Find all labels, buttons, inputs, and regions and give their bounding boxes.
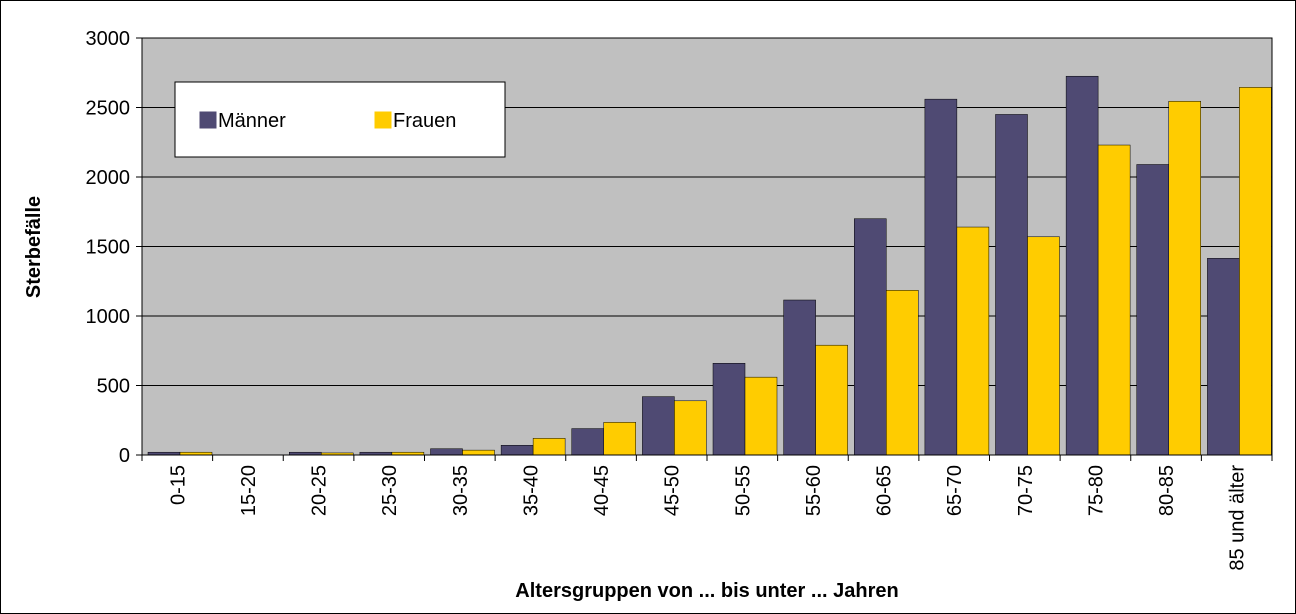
x-tick-label: 80-85 bbox=[1156, 465, 1178, 516]
bar bbox=[1027, 236, 1060, 456]
bar bbox=[924, 98, 958, 456]
bar bbox=[712, 363, 746, 456]
bar bbox=[1065, 75, 1099, 456]
x-tick-label: 20-25 bbox=[309, 465, 331, 516]
bar bbox=[571, 428, 604, 456]
bar bbox=[603, 422, 636, 456]
y-tick-label: 2500 bbox=[86, 98, 131, 120]
x-tick-label: 75-80 bbox=[1085, 465, 1107, 516]
x-tick-label: 40-45 bbox=[591, 465, 613, 516]
bar bbox=[783, 299, 816, 456]
y-tick-label: 2000 bbox=[86, 167, 131, 189]
bar bbox=[1168, 100, 1201, 456]
bar bbox=[1207, 258, 1240, 456]
bar bbox=[886, 290, 919, 456]
legend-swatch bbox=[199, 111, 217, 129]
y-tick-label: 500 bbox=[97, 376, 130, 398]
x-tick-label: 25-30 bbox=[379, 465, 401, 516]
y-tick-label: 0 bbox=[119, 445, 130, 467]
bar bbox=[744, 376, 778, 456]
bar bbox=[1097, 144, 1131, 456]
bar bbox=[995, 114, 1028, 456]
bar bbox=[854, 218, 887, 456]
x-tick-label: 35-40 bbox=[520, 465, 542, 516]
x-tick-label: 0-15 bbox=[167, 465, 189, 505]
x-tick-label: 65-70 bbox=[944, 465, 966, 516]
bar bbox=[462, 449, 495, 456]
y-tick-label: 1500 bbox=[86, 237, 131, 259]
bar bbox=[815, 344, 848, 456]
legend-label: Männer bbox=[218, 110, 286, 132]
bar bbox=[532, 438, 566, 456]
x-tick-label: 45-50 bbox=[662, 465, 684, 516]
bar bbox=[430, 448, 463, 456]
x-tick-label: 15-20 bbox=[238, 465, 260, 516]
bar bbox=[642, 396, 675, 456]
x-axis-label: Altersgruppen von ... bis unter ... Jahr… bbox=[515, 580, 898, 602]
x-tick-label: 30-35 bbox=[450, 465, 472, 516]
y-tick-label: 3000 bbox=[86, 28, 131, 50]
bar bbox=[1239, 87, 1272, 456]
bar bbox=[500, 445, 534, 456]
x-tick-label: 85 und älter bbox=[1227, 465, 1249, 571]
legend-swatch bbox=[374, 111, 392, 129]
y-axis-label: Sterbefälle bbox=[23, 196, 45, 298]
legend-label: Frauen bbox=[393, 110, 456, 132]
plot-border bbox=[141, 37, 1273, 456]
bar bbox=[674, 400, 707, 456]
x-tick-label: 70-75 bbox=[1015, 465, 1037, 516]
legend bbox=[174, 81, 506, 158]
bar bbox=[1136, 164, 1169, 456]
bar bbox=[956, 226, 990, 456]
x-tick-label: 50-55 bbox=[732, 465, 754, 516]
x-tick-label: 55-60 bbox=[803, 465, 825, 516]
y-tick-label: 1000 bbox=[86, 306, 131, 328]
x-tick-label: 60-65 bbox=[874, 465, 896, 516]
